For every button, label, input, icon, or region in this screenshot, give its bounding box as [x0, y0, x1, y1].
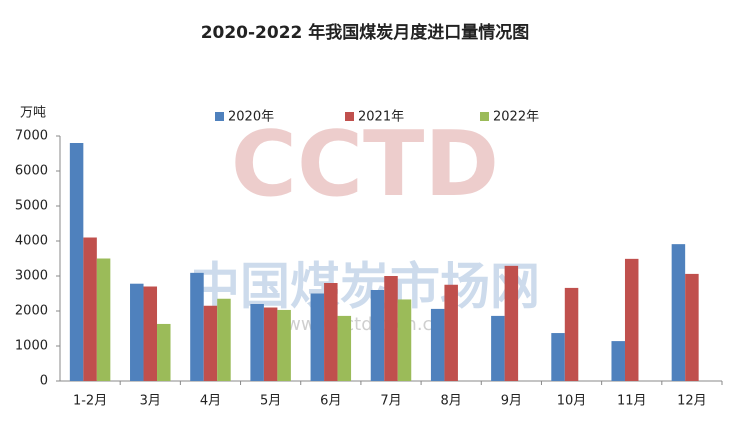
bar [143, 286, 158, 381]
chart-title: 2020-2022 年我国煤炭月度进口量情况图 [201, 22, 530, 43]
bar [397, 299, 412, 381]
bar [203, 305, 218, 381]
watermark-name: 中国煤炭市场网 [190, 258, 540, 316]
y-tick-label: 2000 [15, 304, 48, 319]
x-tick-label: 3月 [140, 394, 161, 409]
x-tick-label: 6月 [320, 394, 341, 409]
x-tick-label: 7月 [380, 394, 401, 409]
y-tick-label: 5000 [15, 199, 48, 214]
bar [217, 298, 231, 381]
bar [551, 333, 565, 381]
bar [157, 323, 171, 381]
x-tick-label: 4月 [200, 394, 221, 409]
bar [564, 287, 579, 381]
bar [96, 258, 111, 381]
legend-label: 2022年 [493, 110, 539, 125]
x-tick-label: 10月 [557, 394, 587, 409]
bar [370, 290, 385, 381]
legend-swatch [480, 112, 489, 121]
bar [624, 258, 639, 381]
legend-label: 2020年 [228, 110, 274, 125]
x-tick-label: 11月 [617, 394, 647, 409]
bar [250, 304, 264, 381]
y-tick-label: 1000 [15, 339, 48, 354]
watermark: CCTD 中国煤炭市场网 www.cctd.com.cn [190, 112, 540, 335]
bar [430, 308, 445, 381]
x-tick-label: 8月 [441, 394, 462, 409]
bar [504, 265, 519, 381]
bar [337, 315, 352, 381]
bar [130, 283, 144, 381]
y-tick-label: 7000 [15, 129, 48, 144]
legend-swatch [215, 112, 224, 121]
x-tick-label: 12月 [677, 394, 707, 409]
bar [384, 276, 398, 381]
bar [671, 244, 686, 381]
watermark-url: www.cctd.com.cn [286, 314, 444, 335]
bar [277, 309, 291, 381]
legend-label: 2021年 [358, 110, 404, 125]
y-tick-label: 3000 [15, 269, 48, 284]
y-tick-label: 6000 [15, 164, 48, 179]
bar [324, 283, 338, 381]
x-tick-label: 1-2月 [73, 394, 107, 409]
bar [310, 293, 325, 381]
bar [611, 341, 625, 381]
y-axis-unit: 万吨 [20, 106, 46, 121]
x-tick-label: 9月 [501, 394, 522, 409]
watermark-logo: CCTD [231, 112, 499, 217]
bar [491, 315, 505, 381]
y-tick-label: 0 [40, 374, 48, 389]
y-tick-label: 4000 [15, 234, 48, 249]
bar [190, 272, 204, 381]
legend-swatch [345, 112, 354, 121]
bar [69, 143, 84, 381]
bar [83, 237, 97, 381]
bar [444, 284, 458, 381]
bar [263, 307, 278, 381]
bar [685, 273, 699, 381]
x-tick-label: 5月 [260, 394, 281, 409]
